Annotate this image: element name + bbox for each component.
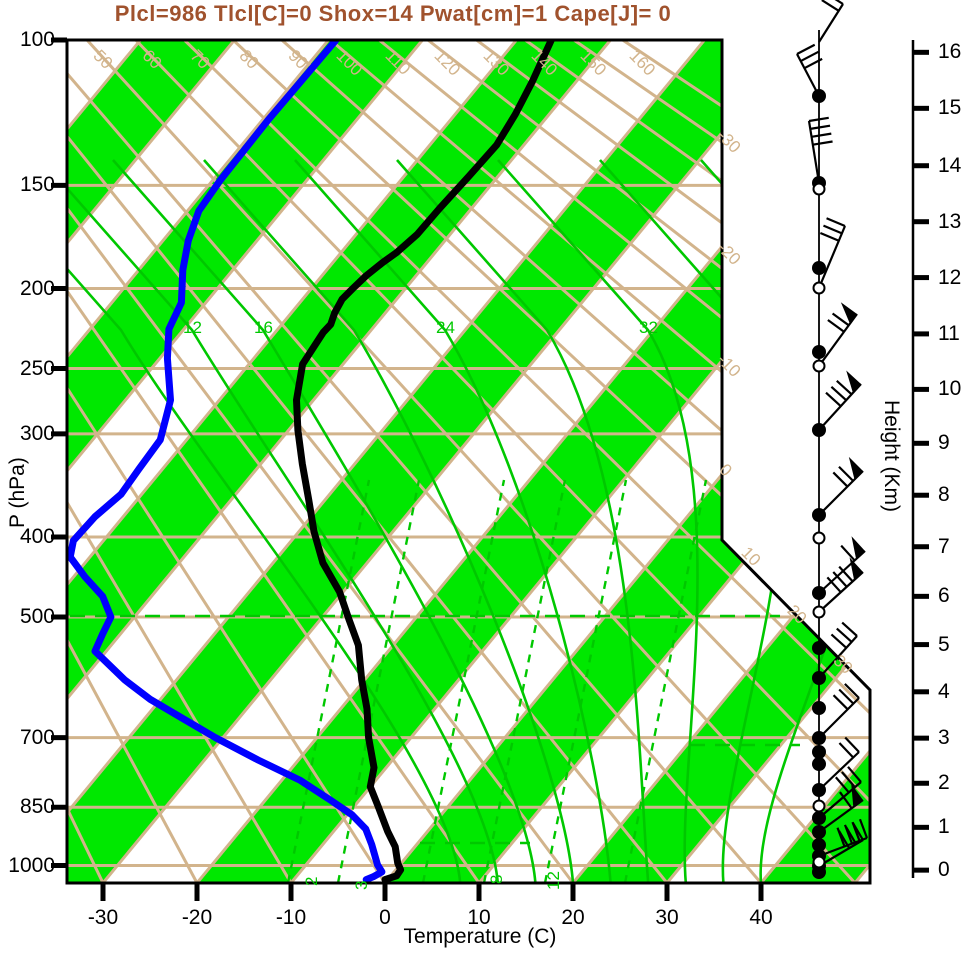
pressure-tick-label: 300	[19, 421, 55, 445]
moist-adiabat-lines	[67, 159, 870, 883]
height-tick-label: 3	[938, 726, 950, 750]
height-tick-label: 13	[938, 209, 961, 233]
height-tick-label: 0	[938, 858, 950, 882]
height-tick-label: 6	[938, 584, 950, 608]
height-tick-label: 9	[938, 431, 950, 455]
temperature-curve	[293, 40, 555, 883]
height-tick-label: 12	[938, 265, 961, 289]
mixing-ratio-label: 2	[302, 876, 321, 886]
pressure-tick-label: 400	[19, 525, 55, 548]
moist-adiabat-label: 12	[183, 318, 202, 337]
height-tick-label: 5	[938, 632, 950, 656]
plot-border	[65, 38, 872, 885]
pressure-tick-label: 700	[19, 725, 55, 749]
mixing-ratio-label: 12	[544, 871, 563, 890]
height-tick-label: 1	[938, 815, 950, 839]
height-axis-title: Height (Km)	[880, 400, 903, 513]
pressure-tick-label: 100	[19, 28, 55, 51]
green-dashed-reference-lines	[70, 614, 800, 845]
wind-barb-column	[796, 0, 869, 879]
mixing-ratio-label: 3	[352, 880, 371, 890]
pressure-tick-label: 1000	[8, 853, 55, 877]
height-tick-label: 10	[938, 377, 961, 401]
moist-adiabat-label: 24	[436, 318, 455, 337]
chart-title: Plcl=986 Tlcl[C]=0 Shox=14 Pwat[cm]=1 Ca…	[114, 1, 672, 26]
height-tick-label: 16	[938, 40, 961, 64]
pressure-tick-label: 200	[19, 276, 55, 300]
pressure-axis-ticks	[51, 37, 67, 869]
moist-adiabat-label: 32	[639, 318, 658, 337]
dewpoint-curve	[67, 40, 386, 883]
temperature-axis-ticks	[100, 883, 764, 901]
temperature-tick-label: 10	[467, 906, 491, 929]
height-tick-label: 14	[938, 153, 961, 177]
height-tick-label: 2	[938, 771, 950, 795]
height-tick-label: 8	[938, 483, 950, 507]
temperature-tick-label: 40	[749, 906, 773, 929]
height-tick-label: 15	[938, 96, 961, 120]
pressure-tick-label: 250	[19, 356, 55, 380]
pressure-axis-title: P (hPa)	[6, 457, 29, 528]
height-tick-label: 4	[938, 679, 950, 703]
pressure-tick-label: 850	[19, 795, 55, 819]
temperature-tick-label: 20	[561, 906, 585, 929]
pressure-tick-label: 500	[19, 605, 55, 628]
height-axis	[911, 40, 929, 878]
temperature-tick-label: 0	[379, 906, 391, 929]
temperature-tick-label: -20	[181, 906, 213, 929]
temperature-tick-label: 30	[655, 906, 679, 929]
temperature-tick-label: -10	[275, 906, 307, 929]
height-tick-label: 7	[938, 534, 950, 558]
pressure-tick-label: 150	[19, 173, 55, 197]
height-tick-label: 11	[938, 321, 960, 345]
moist-adiabat-label: 16	[254, 318, 273, 337]
temperature-axis-title: Temperature (C)	[403, 925, 557, 948]
temperature-tick-label: -30	[87, 906, 119, 929]
mixing-ratio-label: 8	[487, 874, 506, 884]
